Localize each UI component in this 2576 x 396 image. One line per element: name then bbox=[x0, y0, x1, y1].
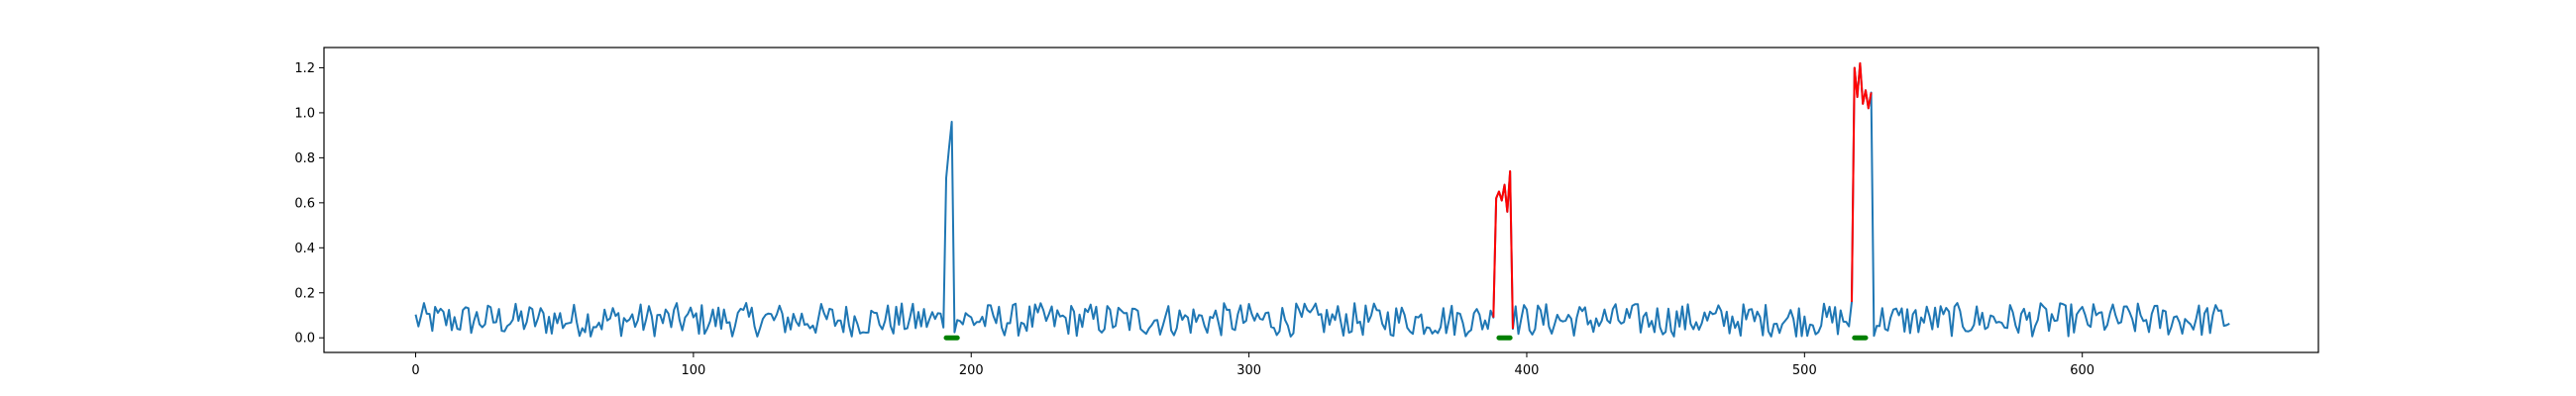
y-tick-label: 0.0 bbox=[294, 332, 315, 346]
y-tick-label: 0.4 bbox=[294, 242, 315, 256]
y-tick-label: 1.2 bbox=[294, 61, 315, 76]
signal-line bbox=[414, 61, 2230, 338]
y-tick-label: 0.8 bbox=[294, 151, 315, 166]
y-tick-label: 1.0 bbox=[294, 106, 315, 121]
y-tick-label: 0.6 bbox=[294, 196, 315, 211]
axes: 0 100 200 300 400 500 600 0.0 0.2 0.4 0.6 0.8 1.0 1.2 bbox=[294, 47, 2319, 378]
x-tick-label: 400 bbox=[1515, 363, 1540, 378]
axes-frame bbox=[323, 47, 2319, 353]
x-tick-label: 0 bbox=[411, 363, 419, 378]
plot-area bbox=[414, 61, 2230, 341]
y-tick-label: 0.2 bbox=[294, 286, 315, 301]
x-tick-label: 100 bbox=[681, 363, 705, 378]
anomaly-segment-1 bbox=[1492, 170, 1514, 330]
x-tick-label: 500 bbox=[1792, 363, 1817, 378]
x-tick-label: 200 bbox=[959, 363, 984, 378]
x-tick-label: 300 bbox=[1236, 363, 1261, 378]
anomaly-segment-2 bbox=[1850, 61, 1873, 302]
x-tick-label: 600 bbox=[2070, 363, 2094, 378]
